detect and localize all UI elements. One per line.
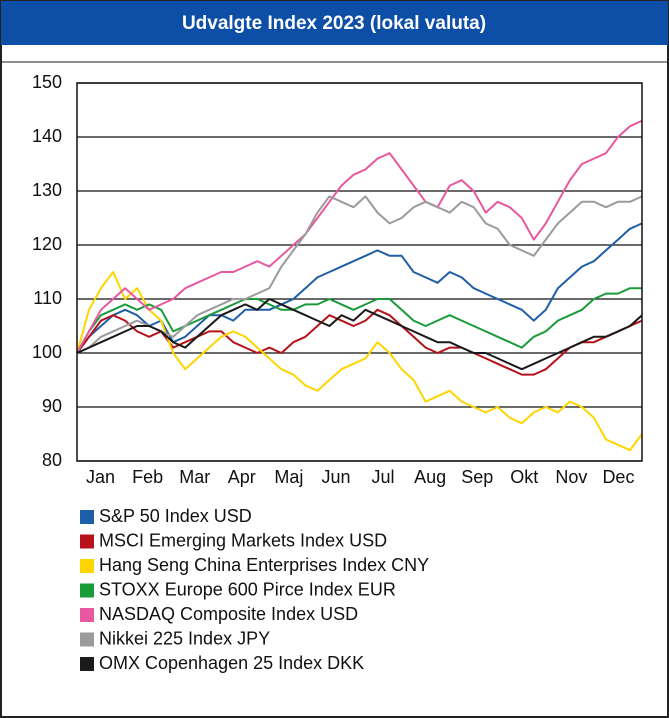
x-tick-label: Jul bbox=[372, 467, 395, 487]
y-tick-label: 140 bbox=[32, 126, 62, 146]
legend-label: OMX Copenhagen 25 Index DKK bbox=[99, 653, 364, 673]
x-tick-label: Feb bbox=[132, 467, 163, 487]
x-tick-label: Maj bbox=[274, 467, 303, 487]
y-tick-label: 90 bbox=[42, 396, 62, 416]
y-tick-label: 110 bbox=[33, 288, 62, 308]
x-tick-label: Nov bbox=[555, 467, 587, 487]
legend-swatch bbox=[80, 632, 94, 647]
legend-swatch bbox=[80, 583, 94, 598]
legend-swatch bbox=[80, 510, 94, 524]
legend-swatch bbox=[80, 608, 94, 622]
series-line bbox=[76, 271, 643, 452]
x-tick-label: Aug bbox=[414, 467, 446, 487]
legend-swatch bbox=[80, 534, 94, 549]
legend-label: Nikkei 225 Index JPY bbox=[99, 628, 270, 648]
header bbox=[1, 1, 668, 45]
series-line bbox=[76, 287, 642, 354]
chart-title: Udvalgte Index 2023 (lokal valuta) bbox=[182, 13, 486, 34]
y-tick-label: 120 bbox=[32, 234, 62, 254]
legend-label: NASDAQ Composite Index USD bbox=[99, 604, 358, 624]
series-line bbox=[76, 195, 643, 354]
y-tick-label: 150 bbox=[32, 72, 62, 92]
legend-label: Hang Seng China Enterprises Index CNY bbox=[99, 555, 429, 575]
series-line bbox=[76, 298, 643, 371]
x-tick-label: Sep bbox=[461, 467, 493, 487]
x-tick-label: Jun bbox=[321, 467, 350, 487]
x-tick-label: Jan bbox=[86, 467, 115, 487]
y-tick-label: 130 bbox=[32, 180, 62, 200]
x-tick-label: Dec bbox=[602, 467, 634, 487]
series-line bbox=[76, 119, 643, 354]
x-tick-label: Mar bbox=[179, 467, 210, 487]
legend-label: MSCI Emerging Markets Index USD bbox=[99, 530, 387, 550]
legend-label: S&P 50 Index USD bbox=[99, 506, 252, 526]
legend-swatch bbox=[80, 657, 94, 671]
y-tick-label: 80 bbox=[42, 450, 62, 470]
legend-label: STOXX Europe 600 Pirce Index EUR bbox=[99, 579, 396, 599]
x-tick-label: Apr bbox=[228, 467, 256, 487]
x-tick-label: Okt bbox=[510, 467, 538, 487]
series-line bbox=[76, 222, 643, 354]
plot-border bbox=[76, 82, 643, 462]
legend-swatch bbox=[80, 559, 94, 573]
y-tick-label: 100 bbox=[32, 342, 62, 362]
